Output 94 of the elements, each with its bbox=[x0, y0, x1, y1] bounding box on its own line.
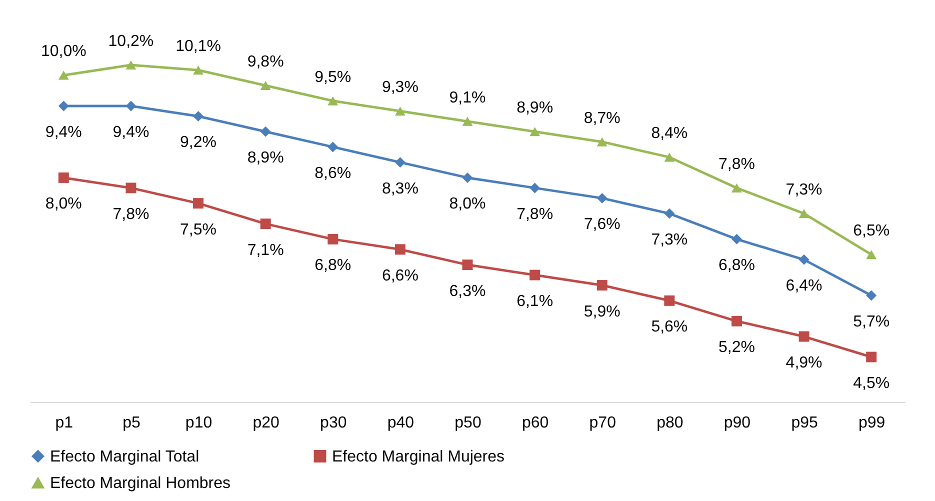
point bbox=[530, 270, 540, 280]
data-label: 6,1% bbox=[516, 293, 554, 310]
x-tick-label: p95 bbox=[791, 414, 818, 432]
point bbox=[394, 244, 406, 255]
point bbox=[260, 80, 271, 90]
point bbox=[596, 192, 608, 204]
x-tick-label: p60 bbox=[522, 414, 549, 432]
data-label: 10,0% bbox=[40, 43, 86, 60]
point bbox=[530, 127, 540, 136]
data-label: 9,2% bbox=[180, 134, 217, 152]
point bbox=[193, 198, 204, 209]
point bbox=[126, 60, 136, 70]
data-label: 8,0% bbox=[45, 196, 82, 213]
point bbox=[462, 116, 473, 126]
x-tick-label: p40 bbox=[387, 414, 414, 432]
data-label: 9,4% bbox=[45, 124, 82, 141]
data-label: 7,5% bbox=[180, 221, 217, 238]
point bbox=[260, 126, 271, 137]
point bbox=[260, 218, 271, 230]
x-tick-label: p30 bbox=[320, 414, 347, 432]
point bbox=[462, 260, 473, 270]
point bbox=[866, 290, 877, 301]
data-label: 6,8% bbox=[314, 257, 352, 274]
point bbox=[328, 96, 338, 106]
data-label: 9,5% bbox=[314, 68, 352, 86]
data-label: 6,6% bbox=[382, 267, 418, 284]
point bbox=[462, 172, 473, 183]
data-label: 6,3% bbox=[449, 282, 486, 300]
x-tick-label: p70 bbox=[589, 414, 616, 432]
point bbox=[530, 182, 540, 194]
data-label: 10,2% bbox=[108, 33, 154, 50]
point bbox=[664, 208, 675, 219]
point bbox=[58, 70, 69, 80]
legend-label: Efecto Marginal Total bbox=[50, 448, 200, 466]
point bbox=[798, 331, 810, 342]
data-label: 7,8% bbox=[718, 156, 755, 173]
data-label: 6,8% bbox=[718, 257, 755, 274]
data-label: 5,2% bbox=[718, 339, 755, 356]
point bbox=[58, 172, 69, 183]
data-label: 7,6% bbox=[584, 216, 620, 234]
data-label: 7,1% bbox=[247, 242, 284, 259]
data-label: 8,4% bbox=[651, 125, 688, 142]
point bbox=[193, 110, 204, 122]
x-tick-label: p80 bbox=[656, 414, 684, 432]
point bbox=[596, 280, 608, 291]
data-label: 7,8% bbox=[516, 206, 554, 223]
data-label: 8,3% bbox=[382, 180, 418, 198]
point bbox=[58, 100, 69, 112]
data-label: 8,7% bbox=[584, 110, 620, 127]
data-label: 7,8% bbox=[112, 206, 150, 223]
legend-label: Efecto Marginal Hombres bbox=[50, 475, 231, 492]
data-label: 9,8% bbox=[247, 53, 284, 70]
point bbox=[328, 234, 338, 244]
data-label: 4,5% bbox=[853, 375, 890, 392]
data-label: 8,9% bbox=[247, 150, 284, 167]
point bbox=[731, 316, 742, 326]
data-label: 9,4% bbox=[112, 124, 150, 141]
data-label: 10,1% bbox=[176, 38, 221, 56]
data-label: 5,6% bbox=[651, 318, 688, 336]
data-label: 9,3% bbox=[382, 79, 418, 96]
point bbox=[328, 142, 338, 152]
x-tick-label: p10 bbox=[185, 414, 212, 432]
x-tick-label: p50 bbox=[454, 414, 482, 432]
point bbox=[731, 183, 742, 192]
data-label: 9,1% bbox=[449, 89, 486, 106]
data-label: 6,5% bbox=[853, 222, 890, 240]
point bbox=[798, 209, 810, 218]
data-label: 5,9% bbox=[584, 303, 620, 320]
point bbox=[394, 106, 406, 116]
point bbox=[866, 250, 877, 260]
x-tick-label: p5 bbox=[122, 414, 140, 432]
x-tick-label: p99 bbox=[858, 414, 886, 432]
data-label: 5,7% bbox=[853, 314, 890, 331]
data-label: 8,6% bbox=[314, 164, 352, 182]
point bbox=[731, 234, 742, 244]
point bbox=[193, 66, 204, 75]
data-label: 4,9% bbox=[786, 354, 822, 372]
point bbox=[394, 157, 406, 168]
x-tick-label: p90 bbox=[724, 414, 751, 432]
point bbox=[126, 100, 136, 112]
point bbox=[866, 352, 877, 362]
legend-label: Efecto Marginal Mujeres bbox=[332, 448, 505, 466]
point bbox=[596, 137, 608, 146]
data-label: 8,9% bbox=[516, 100, 554, 117]
point bbox=[664, 152, 675, 162]
data-label: 7,3% bbox=[651, 232, 688, 249]
x-tick-label: p20 bbox=[252, 414, 280, 432]
data-label: 6,4% bbox=[786, 278, 822, 295]
data-label: 7,3% bbox=[786, 182, 822, 199]
point bbox=[798, 254, 810, 265]
data-label: 8,0% bbox=[449, 196, 486, 213]
x-tick-label: p1 bbox=[55, 414, 74, 432]
point bbox=[126, 182, 136, 194]
point bbox=[664, 295, 675, 306]
